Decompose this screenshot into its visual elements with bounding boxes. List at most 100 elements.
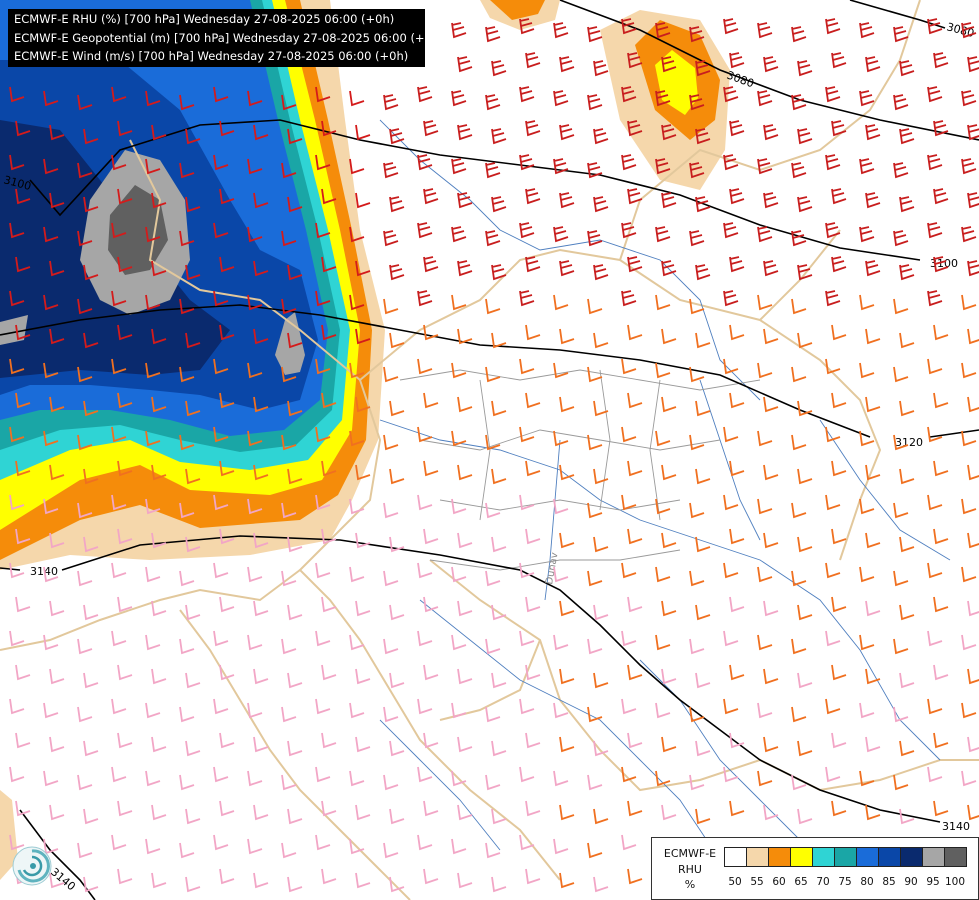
wind-barb bbox=[77, 842, 93, 859]
wind-barb bbox=[763, 124, 779, 141]
wind-barb bbox=[219, 732, 235, 749]
wind-barb bbox=[321, 392, 337, 409]
wind-barb bbox=[729, 256, 745, 273]
wind-barb bbox=[825, 630, 841, 647]
wind-barb bbox=[627, 52, 643, 69]
wind-barb bbox=[355, 532, 371, 549]
contour-3120-line bbox=[929, 429, 979, 438]
wind-barb bbox=[491, 468, 507, 485]
wind-barb bbox=[763, 260, 779, 277]
wind-barb bbox=[491, 400, 507, 417]
wind-barb bbox=[825, 290, 841, 307]
regional-borders bbox=[399, 369, 761, 571]
wind-barb bbox=[247, 838, 263, 855]
wind-barb bbox=[321, 120, 337, 137]
wind-barb bbox=[927, 154, 943, 171]
legend-swatch bbox=[856, 847, 879, 867]
wind-barb bbox=[621, 18, 637, 35]
wind-barb bbox=[417, 562, 433, 579]
wind-barb bbox=[213, 630, 229, 647]
legend-tick-label: 80 bbox=[860, 876, 874, 888]
river-line bbox=[379, 119, 761, 401]
legend-tick-label: 75 bbox=[838, 876, 852, 888]
wind-barb bbox=[933, 800, 949, 817]
wind-barb bbox=[825, 18, 841, 35]
wind-barb bbox=[185, 876, 201, 893]
wind-barb bbox=[661, 600, 677, 617]
wind-barb bbox=[423, 256, 439, 273]
wind-barb bbox=[43, 430, 59, 447]
wind-barb bbox=[825, 86, 841, 103]
wind-barb bbox=[723, 86, 739, 103]
wind-barb bbox=[287, 672, 303, 689]
wind-barb bbox=[485, 570, 501, 587]
wind-barb bbox=[145, 702, 161, 719]
wind-barb bbox=[219, 120, 235, 137]
wind-barb bbox=[723, 358, 739, 375]
wind-barb bbox=[287, 536, 303, 553]
wind-barb bbox=[423, 120, 439, 137]
wind-barb bbox=[519, 358, 535, 375]
border-line bbox=[179, 609, 411, 900]
wind-barb bbox=[593, 264, 609, 281]
wind-barb bbox=[77, 774, 93, 791]
wind-barb bbox=[893, 94, 909, 111]
wind-barb bbox=[83, 128, 99, 145]
wind-barb bbox=[695, 808, 711, 825]
wind-barb bbox=[315, 358, 331, 375]
wind-barb bbox=[757, 430, 773, 447]
wind-barb bbox=[423, 324, 439, 341]
wind-barb bbox=[723, 698, 739, 715]
wind-barb bbox=[451, 22, 467, 39]
wind-barb bbox=[621, 562, 637, 579]
region-line bbox=[649, 379, 661, 521]
wind-barb bbox=[825, 494, 841, 511]
wind-barb bbox=[9, 766, 25, 783]
wind-barb bbox=[525, 324, 541, 341]
wind-barb bbox=[791, 162, 807, 179]
wind-barb bbox=[315, 154, 331, 171]
wind-barb bbox=[621, 494, 637, 511]
wind-barb bbox=[491, 128, 507, 145]
wind-barb bbox=[893, 26, 909, 43]
wind-barb bbox=[151, 804, 167, 821]
wind-barb bbox=[77, 366, 93, 383]
wind-barb bbox=[213, 358, 229, 375]
wind-barb bbox=[83, 740, 99, 757]
wind-barb bbox=[49, 668, 65, 685]
wind-barb bbox=[117, 664, 133, 681]
wind-barb bbox=[349, 566, 365, 583]
wind-barb bbox=[797, 400, 813, 417]
wind-barb bbox=[961, 770, 977, 787]
wind-barb bbox=[587, 842, 603, 859]
wind-barb bbox=[43, 770, 59, 787]
wind-barb bbox=[253, 804, 269, 821]
wind-barb bbox=[559, 872, 575, 889]
wind-barb bbox=[49, 532, 65, 549]
wind-barb bbox=[111, 154, 127, 171]
wind-barb bbox=[621, 358, 637, 375]
wind-barb bbox=[151, 328, 167, 345]
wind-barb bbox=[151, 192, 167, 209]
wind-barb bbox=[689, 162, 705, 179]
wind-barb bbox=[791, 230, 807, 247]
wind-barb bbox=[559, 124, 575, 141]
wind-barb bbox=[859, 22, 875, 39]
wind-barb bbox=[145, 294, 161, 311]
legend-tick-label: 50 bbox=[728, 876, 742, 888]
wind-barb bbox=[253, 260, 269, 277]
wind-barb bbox=[117, 256, 133, 273]
wind-barb bbox=[859, 702, 875, 719]
wind-barb bbox=[451, 430, 467, 447]
wind-barb bbox=[315, 86, 331, 103]
wind-barb bbox=[281, 570, 297, 587]
wind-barb bbox=[763, 464, 779, 481]
wind-barb bbox=[151, 668, 167, 685]
wind-barb bbox=[423, 596, 439, 613]
wind-barb bbox=[49, 464, 65, 481]
wind-barb bbox=[111, 86, 127, 103]
wind-barb bbox=[763, 600, 779, 617]
wind-barb bbox=[15, 800, 31, 817]
wind-barb bbox=[553, 158, 569, 175]
